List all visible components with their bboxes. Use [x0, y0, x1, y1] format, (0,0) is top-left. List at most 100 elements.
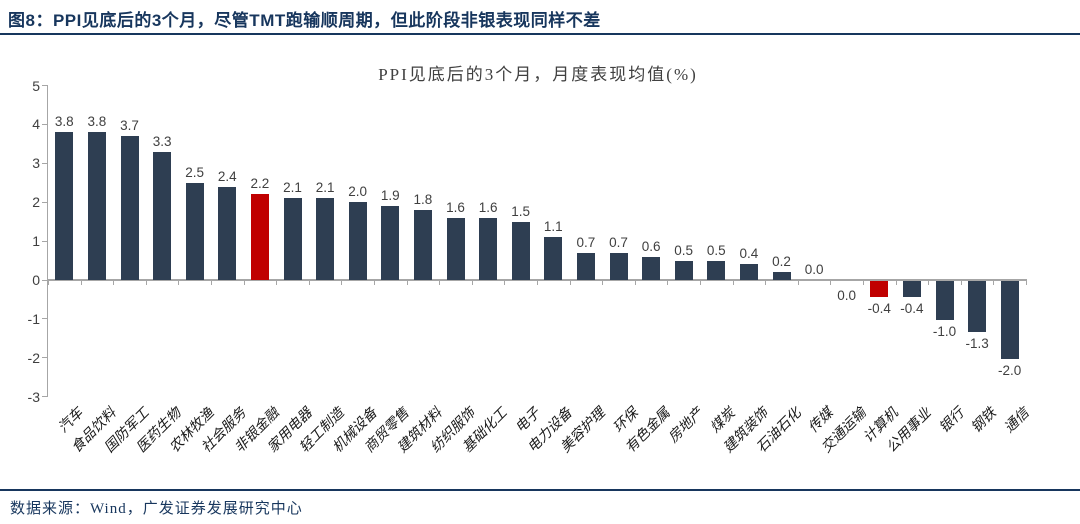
bar: [153, 151, 172, 280]
bar: [1000, 281, 1019, 359]
value-label: -1.0: [932, 323, 957, 339]
bar: [576, 252, 595, 280]
y-axis-tick-label: 2: [32, 194, 40, 211]
bar-highlighted: [250, 194, 269, 280]
x-axis-tick: [993, 281, 995, 285]
x-axis-tick: [602, 281, 604, 285]
x-axis-tick: [178, 281, 180, 285]
y-axis-tick-label: 0: [32, 272, 40, 288]
bar: [381, 206, 400, 280]
value-label: 0.4: [739, 246, 759, 262]
x-axis-tick: [243, 281, 245, 285]
x-axis-tick: [80, 281, 82, 285]
x-axis-line: [47, 279, 1027, 281]
y-axis-tick: [42, 240, 47, 242]
category-label: 银行: [936, 405, 967, 437]
x-axis-tick: [634, 281, 636, 285]
x-axis-tick: [471, 281, 473, 285]
value-label: 0.0: [804, 262, 824, 277]
bar: [87, 132, 106, 280]
y-axis-tick: [42, 318, 47, 320]
y-axis-tick-label: 1: [32, 233, 40, 250]
value-label: 0.0: [837, 288, 857, 303]
chart-title: PPI见底后的3个月，月度表现均值(%): [378, 65, 698, 84]
y-axis-tick: [42, 123, 47, 125]
value-label: 3.3: [152, 133, 172, 149]
y-axis-tick: [42, 357, 47, 359]
value-label: 1.1: [543, 219, 563, 235]
bar: [348, 202, 367, 280]
y-axis-tick: [42, 201, 47, 203]
bar: [739, 264, 758, 280]
value-label: 0.6: [641, 238, 661, 254]
x-axis-tick: [1026, 281, 1027, 285]
value-label: 1.5: [511, 203, 531, 219]
bar: [968, 281, 987, 332]
y-axis-tick-label: -3: [27, 388, 40, 405]
figure-caption: 图8：PPI见底后的3个月，尽管TMT跑输顺周期，但此阶段非银表现同样不差: [8, 11, 601, 30]
value-label: 3.7: [120, 118, 139, 134]
bar: [544, 237, 563, 280]
bar: [218, 186, 237, 280]
category-label: 房地产: [665, 405, 707, 447]
bar: [772, 272, 791, 280]
value-label: 2.4: [217, 168, 237, 184]
bar: [446, 217, 465, 280]
y-axis-tick: [42, 85, 47, 86]
x-axis-tick: [863, 281, 864, 285]
x-axis-tick: [928, 281, 930, 285]
value-label: -0.4: [867, 300, 891, 316]
value-label: -1.3: [965, 335, 989, 351]
y-axis-tick-label: 5: [32, 77, 40, 94]
value-label: 0.2: [772, 254, 791, 270]
bar: [707, 260, 726, 280]
bar-highlighted: [870, 281, 889, 297]
y-axis-line: [47, 85, 48, 397]
x-axis-tick: [276, 281, 278, 285]
value-label: 2.1: [283, 180, 302, 196]
y-axis-tick: [42, 279, 47, 281]
x-axis-tick: [537, 281, 538, 285]
data-source-note: 数据来源：Wind，广发证券发展研究中心: [10, 501, 303, 517]
x-axis-tick: [211, 281, 212, 285]
value-label: 1.8: [413, 191, 433, 207]
bar: [642, 256, 661, 280]
bar: [120, 136, 139, 280]
value-label: 2.5: [185, 164, 205, 180]
bar: [283, 198, 302, 280]
x-axis-tick: [797, 281, 799, 285]
y-axis-tick-label: -1: [27, 310, 40, 327]
bar: [902, 281, 921, 297]
footer-divider: [0, 489, 1080, 491]
value-label: -2.0: [998, 362, 1022, 378]
value-label: 3.8: [87, 114, 107, 130]
x-axis-tick: [732, 281, 734, 285]
bar: [609, 252, 628, 280]
value-label: 0.5: [674, 242, 694, 258]
value-label: -0.4: [900, 300, 924, 316]
bar: [511, 221, 530, 280]
value-label: 2.0: [348, 184, 368, 200]
bar: [55, 132, 74, 280]
x-axis-tick: [113, 281, 115, 285]
value-label: 0.7: [576, 234, 596, 250]
category-label: 通信: [1001, 405, 1033, 437]
x-axis-tick: [700, 281, 701, 285]
value-label: 1.6: [478, 199, 498, 215]
y-axis-tick-label: -2: [27, 349, 40, 366]
bar: [479, 217, 498, 280]
y-axis-tick: [42, 162, 47, 164]
bar: [185, 182, 204, 280]
bar: [413, 209, 432, 280]
y-axis-tick-label: 4: [32, 116, 40, 133]
value-label: 1.9: [380, 188, 400, 204]
value-label: 0.7: [609, 234, 628, 250]
category-label: 钢铁: [969, 405, 1000, 437]
value-label: 3.8: [54, 114, 74, 130]
x-axis-tick: [341, 281, 343, 285]
x-axis-tick: [895, 281, 897, 285]
value-label: 2.1: [315, 180, 335, 196]
x-axis-tick: [667, 281, 669, 285]
